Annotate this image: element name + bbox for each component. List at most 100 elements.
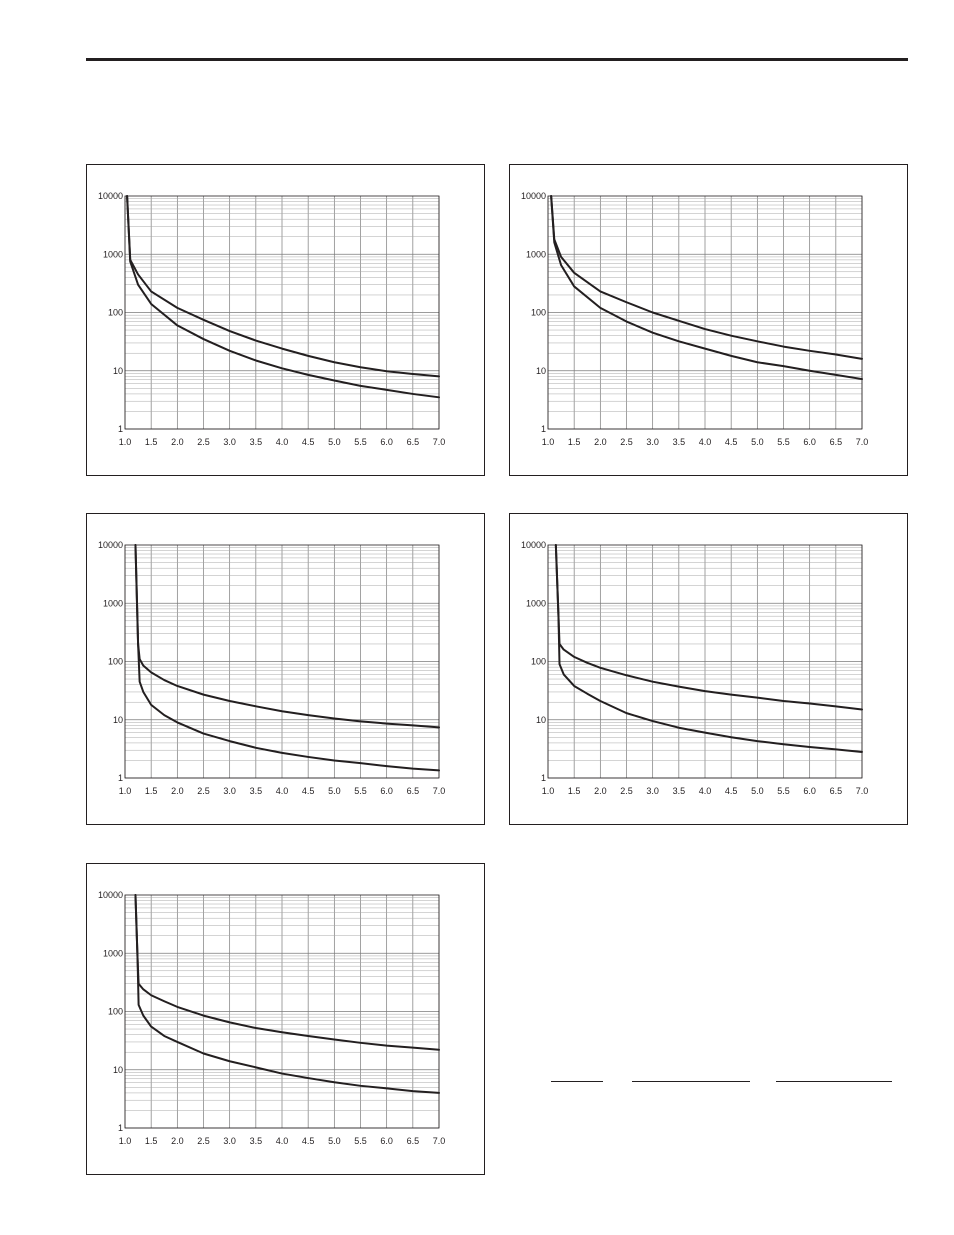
x-tick-label: 3.0 [646,437,659,447]
x-tick-label: 1.0 [542,437,555,447]
x-tick-label: 2.5 [197,786,210,796]
x-tick-label: 3.0 [223,437,236,447]
x-tick-label: 1.5 [568,786,581,796]
x-tick-label: 3.5 [250,786,263,796]
x-tick-label: 6.0 [380,786,393,796]
y-tick-label: 10000 [98,540,123,550]
x-tick-label: 4.0 [276,437,289,447]
y-tick-label: 1 [118,1123,123,1133]
y-tick-label: 100 [108,308,123,318]
x-tick-label: 5.0 [328,786,341,796]
series-line-2 [550,195,863,381]
x-tick-label: 2.5 [197,1136,210,1146]
x-tick-label: 2.0 [171,786,184,796]
x-tick-label: 6.0 [380,437,393,447]
x-tick-label: 3.0 [646,786,659,796]
x-tick-label: 5.5 [354,1136,367,1146]
x-tick-label: 3.5 [673,786,686,796]
plot-frame [124,195,440,430]
x-tick-label: 5.0 [328,1136,341,1146]
x-tick-label: 2.5 [620,437,633,447]
x-tick-label: 4.5 [725,437,738,447]
y-tick-label: 1000 [103,598,123,608]
signature-line-1 [551,1081,603,1082]
plot-frame [547,544,863,779]
series-line-2 [134,894,440,1094]
y-tick-label: 10 [536,366,546,376]
y-tick-label: 100 [108,1007,123,1017]
x-tick-label: 2.0 [594,786,607,796]
top-rule [86,58,908,61]
plot-frame [124,894,440,1129]
x-tick-label: 3.5 [250,1136,263,1146]
x-tick-label: 1.5 [145,1136,158,1146]
y-tick-label: 1 [541,424,546,434]
x-tick-label: 4.5 [302,786,315,796]
plot-frame [547,195,863,430]
y-tick-label: 10000 [521,191,546,201]
grid [547,196,863,430]
x-tick-label: 4.0 [699,786,712,796]
y-tick-label: 10000 [98,890,123,900]
chart-panel-4: 1 10 100 1000 10000 1.0 1.5 2.0 2.5 3.0 3.5 4.0 4.5 5… [509,513,908,825]
y-tick-label: 10 [113,1065,123,1075]
x-tick-label: 7.0 [856,437,869,447]
x-tick-label: 1.0 [542,786,555,796]
x-tick-label: 6.5 [830,437,843,447]
x-tick-label: 1.5 [145,786,158,796]
series-line-1 [550,195,863,360]
y-tick-label: 100 [108,657,123,667]
x-tick-label: 1.5 [568,437,581,447]
x-tick-label: 3.5 [250,437,263,447]
x-tick-label: 6.5 [407,1136,420,1146]
x-tick-label: 5.5 [354,786,367,796]
x-tick-label: 2.0 [594,437,607,447]
x-tick-label: 4.5 [302,437,315,447]
x-tick-label: 4.0 [699,437,712,447]
y-tick-label: 10000 [98,191,123,201]
x-tick-label: 2.5 [620,786,633,796]
y-tick-label: 10000 [521,540,546,550]
y-tick-label: 1000 [526,598,546,608]
series-line-2 [126,195,440,399]
x-tick-label: 3.0 [223,786,236,796]
x-tick-label: 4.5 [725,786,738,796]
chart-panel-1: 1 10 100 1000 10000 1.0 1.5 2.0 2.5 3.0 3.5 4.0 4.5 5… [86,164,485,476]
x-tick-label: 5.5 [777,437,790,447]
x-tick-label: 2.0 [171,437,184,447]
x-tick-label: 1.5 [145,437,158,447]
series-line-1 [134,894,440,1051]
x-tick-label: 1.0 [119,437,132,447]
y-tick-label: 1 [118,424,123,434]
x-tick-label: 2.0 [171,1136,184,1146]
grid [547,545,863,779]
x-tick-label: 6.0 [803,786,816,796]
grid [124,196,440,430]
x-tick-label: 3.5 [673,437,686,447]
series-line-2 [134,544,440,772]
x-tick-label: 6.5 [407,437,420,447]
y-tick-label: 10 [113,715,123,725]
x-tick-label: 7.0 [433,1136,446,1146]
series-line-1 [126,195,440,378]
chart-svg-1: 1 10 100 1000 10000 1.0 1.5 2.0 2.5 3.0 3.5 4.0 4.5 5… [98,191,446,447]
chart-svg-2: 1 10 100 1000 10000 1.0 1.5 2.0 2.5 3.0 3.5 4.0 4.5 5… [521,191,869,447]
x-tick-label: 7.0 [433,437,446,447]
x-tick-label: 4.0 [276,786,289,796]
chart-panel-5: 1 10 100 1000 10000 1.0 1.5 2.0 2.5 3.0 3.5 4.0 4.5 5… [86,863,485,1175]
signature-line-3 [776,1081,892,1082]
y-tick-label: 1 [118,773,123,783]
x-tick-label: 6.0 [380,1136,393,1146]
y-tick-label: 100 [531,308,546,318]
series-line-1 [554,544,863,711]
x-tick-label: 5.5 [777,786,790,796]
y-tick-label: 100 [531,657,546,667]
y-tick-label: 1 [541,773,546,783]
x-tick-label: 7.0 [433,786,446,796]
y-tick-label: 10 [536,715,546,725]
chart-svg-4: 1 10 100 1000 10000 1.0 1.5 2.0 2.5 3.0 3.5 4.0 4.5 5… [521,540,868,796]
x-tick-label: 5.0 [751,786,764,796]
series-line-2 [554,544,863,753]
x-tick-label: 6.5 [407,786,420,796]
plot-frame [124,544,440,779]
